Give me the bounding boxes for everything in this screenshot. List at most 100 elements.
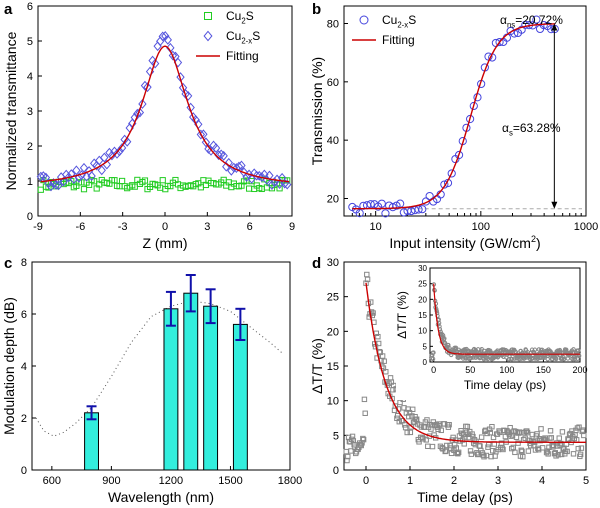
- cu2xs-point: [64, 172, 73, 183]
- inset-x-tick-label: 200: [572, 365, 587, 375]
- y-tick-label: 10: [327, 396, 339, 408]
- x-tick-label: 1500: [218, 475, 242, 487]
- arrow-head-down: [551, 201, 558, 209]
- y-tick-label: 25: [327, 292, 339, 304]
- dtt-point: [490, 434, 497, 441]
- dtt-point: [545, 451, 551, 457]
- cu2xs-point: [59, 176, 68, 187]
- x-tick-label: 2: [451, 475, 457, 487]
- legend-label: Cu2S: [226, 9, 254, 26]
- cu2xs-point: [447, 169, 456, 178]
- cu2xs-point: [216, 149, 226, 160]
- inset-y-tick-label: 5: [423, 342, 428, 351]
- cu2xs-point: [161, 31, 170, 41]
- x-tick-label: 600: [43, 475, 61, 487]
- dtt-point: [443, 448, 449, 454]
- inset-dtt-point: [576, 348, 581, 353]
- cu2xs-point: [36, 171, 45, 182]
- dtt-point: [410, 406, 416, 413]
- dtt-point: [576, 424, 582, 430]
- cu2xs-point: [355, 209, 364, 218]
- dtt-point: [383, 369, 389, 375]
- dtt-point: [558, 440, 564, 447]
- inset-y-axis-label: ΔT/T (%): [395, 291, 409, 339]
- cu2xs-point: [72, 165, 81, 176]
- panel-b-chart: 10 100 1000 20 40 60 80 Input intensity (GW/cm2…: [309, 5, 598, 251]
- y-axis-label: Transmission (%): [309, 57, 325, 165]
- dtt-point: [375, 333, 381, 340]
- cu2s-point: [119, 177, 126, 185]
- inset-dtt-point: [485, 356, 491, 362]
- dtt-point: [360, 436, 367, 443]
- cu2xs-point: [54, 180, 63, 191]
- dtt-point: [360, 435, 366, 442]
- panel-label-b: b: [312, 1, 321, 18]
- y-tick-label: 8: [21, 257, 27, 269]
- dtt-point: [446, 421, 452, 428]
- cu2xs-point: [95, 155, 104, 166]
- dtt-point: [489, 423, 495, 430]
- x-tick-label: 1: [407, 475, 413, 487]
- dtt-point: [375, 340, 382, 347]
- dtt-point: [362, 410, 368, 416]
- y-tick-label: 6: [27, 1, 33, 13]
- bar: [163, 308, 179, 471]
- dtt-point: [361, 396, 368, 403]
- dtt-point: [404, 429, 410, 436]
- bar: [232, 323, 248, 471]
- y-tick-label: 1: [27, 176, 33, 188]
- bar: [183, 292, 199, 471]
- dtt-point: [424, 417, 430, 423]
- inset-dtt-point: [493, 354, 499, 359]
- inset-x-tick-label: 150: [536, 365, 551, 375]
- cu2xs-point: [163, 34, 172, 45]
- legend-marker: [203, 30, 213, 42]
- y-tick-label: 5: [333, 430, 339, 442]
- y-tick-label: 5: [27, 36, 33, 48]
- y-axis-label: Modulation depth (dB): [1, 297, 17, 435]
- dtt-point: [499, 445, 505, 451]
- cu2xs-point: [214, 150, 223, 161]
- cu2s-point: [37, 186, 44, 193]
- dtt-point: [425, 443, 431, 449]
- inset-y-tick-label: 20: [418, 295, 427, 304]
- cu2xs-point: [211, 143, 221, 154]
- cu2xs-point: [97, 165, 106, 176]
- dtt-point: [538, 426, 544, 432]
- y-tick-label: 20: [327, 194, 339, 206]
- legend-label: Fitting: [382, 33, 415, 47]
- dtt-point: [349, 436, 355, 443]
- y-tick-label: 4: [21, 361, 27, 373]
- inset-dtt-point: [434, 310, 440, 316]
- x-tick-label: 6: [247, 221, 253, 233]
- dtt-point: [381, 358, 387, 364]
- dtt-point: [543, 449, 550, 456]
- dtt-point: [409, 413, 415, 419]
- x-tick-label: 1000: [574, 221, 598, 233]
- dtt-point: [364, 276, 371, 283]
- dtt-point: [468, 451, 475, 457]
- cu2xs-point: [135, 107, 145, 118]
- dtt-point: [480, 452, 486, 458]
- dtt-point: [397, 399, 403, 406]
- inset-dtt-point: [430, 356, 436, 362]
- cu2xs-point: [418, 205, 427, 214]
- y-tick-label: 6: [21, 309, 27, 321]
- x-tick-label: 1800: [278, 475, 302, 487]
- x-tick-label: 3: [495, 475, 501, 487]
- x-tick-label: -6: [75, 221, 85, 233]
- dtt-point: [402, 422, 408, 428]
- plot-frame: [31, 261, 291, 471]
- dtt-point: [558, 451, 565, 458]
- cu2xs-point: [425, 191, 434, 201]
- cu2xs-point: [252, 170, 261, 181]
- dtt-point: [343, 448, 349, 455]
- y-tick-label: 3: [27, 106, 33, 118]
- dtt-point: [512, 449, 518, 456]
- y-tick-label: 60: [327, 77, 339, 89]
- dtt-point: [507, 424, 513, 431]
- bar: [84, 412, 99, 471]
- inset-dtt-point: [538, 355, 543, 361]
- dtt-point: [423, 437, 429, 443]
